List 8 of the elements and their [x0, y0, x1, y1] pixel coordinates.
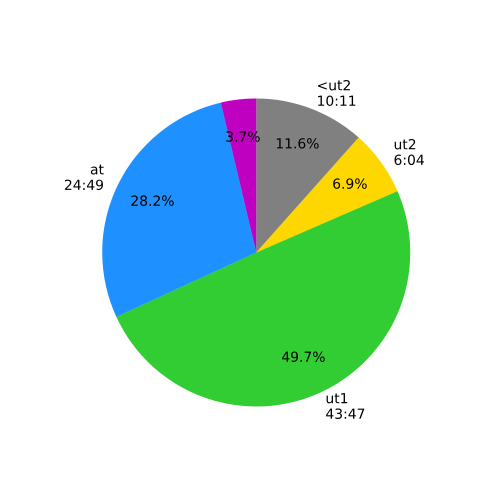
data-label: 6.9%	[333, 178, 367, 189]
slice-label: ut1 43:47	[326, 393, 364, 419]
slice-label: <ut2 10:11	[318, 80, 356, 106]
slice-label: at 24:49	[64, 164, 104, 190]
slice-label: ut2 6:04	[394, 138, 424, 166]
data-label: 28.2%	[131, 195, 174, 206]
data-label: 11.6%	[276, 138, 319, 149]
data-label: 49.7%	[282, 351, 325, 362]
